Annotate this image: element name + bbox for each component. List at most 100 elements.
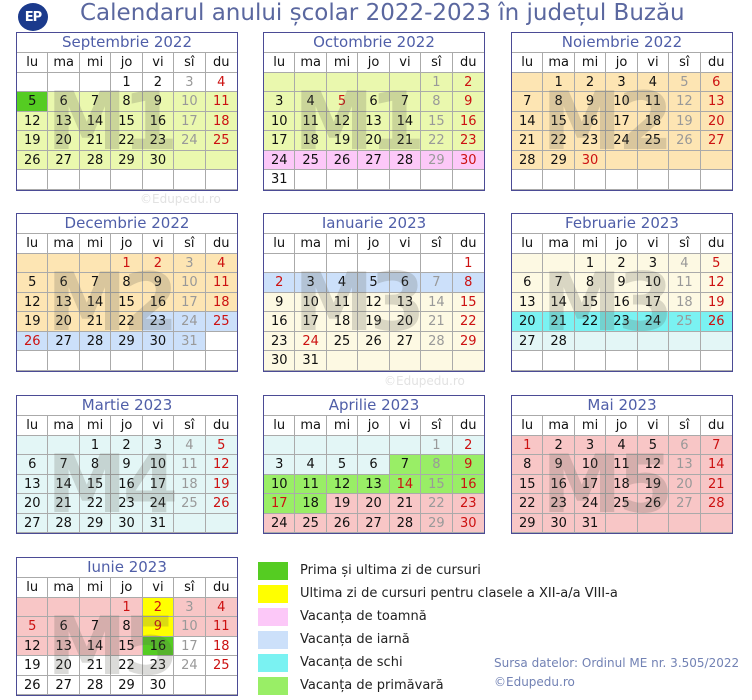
empty-cell: [389, 72, 422, 92]
day-cell: 28: [389, 150, 422, 170]
weekday-header: ma: [295, 234, 327, 254]
empty-cell: [452, 170, 484, 190]
day-cell: 28: [79, 675, 112, 695]
day-cell: 21: [48, 494, 80, 514]
day-cell: 18: [669, 292, 701, 312]
empty-cell: [700, 351, 732, 371]
weekday-header: sî: [669, 234, 701, 254]
day-cell: 10: [637, 273, 670, 293]
empty-cell: [205, 331, 237, 351]
day-cell: 24: [264, 150, 296, 170]
weekday-header: du: [700, 53, 732, 73]
day-cell: 4: [606, 435, 638, 455]
day-cell: 2: [452, 435, 484, 455]
empty-cell: [606, 351, 638, 371]
day-cell: 11: [326, 292, 359, 312]
weekday-header: ma: [48, 53, 80, 73]
month-title: Aprilie 2023: [264, 396, 484, 416]
month-grid: lu ma mi jo vi sî du 1 2 3 4 5 6 7 8 9 10 11 12 13 14 15 16 17 1…: [512, 416, 732, 533]
day-cell: 4: [637, 72, 670, 92]
day-cell: 20: [17, 494, 49, 514]
day-cell: 7: [512, 92, 544, 112]
day-cell: 31: [295, 351, 327, 371]
day-cell: 16: [543, 474, 575, 494]
month-grid: lu ma mi jo vi sî du 1 2 3 4 5 6 7 8 9 10 11 12 13 14 15 16 17 1…: [17, 578, 237, 695]
empty-cell: [79, 597, 112, 617]
weekday-header: du: [205, 53, 237, 73]
day-cell: 21: [700, 474, 732, 494]
empty-cell: [326, 170, 359, 190]
weekday-header: mi: [79, 416, 112, 436]
month-calendar: Septembrie 2022 lu ma mi jo vi sî du 1 2 3 4 5 6 7 8 9 10…: [16, 32, 238, 191]
day-cell: 1: [111, 597, 143, 617]
day-cell: 6: [669, 435, 701, 455]
day-cell: 18: [295, 131, 327, 151]
day-cell: 20: [358, 494, 390, 514]
empty-cell: [669, 170, 701, 190]
weekday-header: vi: [637, 416, 670, 436]
day-cell: 17: [174, 111, 206, 131]
day-cell: 7: [389, 92, 422, 112]
day-cell: 20: [512, 312, 544, 332]
day-cell: 16: [142, 636, 175, 656]
weekday-header: jo: [358, 53, 390, 73]
weekday-header: vi: [142, 578, 175, 598]
day-cell: 25: [606, 494, 638, 514]
empty-cell: [17, 597, 49, 617]
day-cell: 8: [421, 92, 453, 112]
empty-cell: [295, 253, 327, 273]
day-cell: 3: [174, 72, 206, 92]
day-cell: 28: [421, 331, 453, 351]
day-cell: 4: [205, 597, 237, 617]
day-cell: 10: [606, 92, 638, 112]
empty-cell: [358, 170, 390, 190]
day-cell: 12: [358, 292, 390, 312]
empty-cell: [205, 675, 237, 695]
day-cell: 5: [358, 273, 390, 293]
day-cell: 25: [295, 513, 327, 533]
day-cell: 19: [17, 131, 49, 151]
day-cell: 16: [111, 474, 143, 494]
month-title: Octombrie 2022: [264, 33, 484, 53]
month-title: Ianuarie 2023: [264, 214, 484, 234]
day-cell: 7: [48, 455, 80, 475]
weekday-header: jo: [606, 234, 638, 254]
day-cell: 22: [79, 494, 112, 514]
day-cell: 11: [295, 111, 327, 131]
weekday-header: du: [700, 234, 732, 254]
empty-cell: [48, 72, 80, 92]
day-cell: 22: [111, 312, 143, 332]
empty-cell: [17, 253, 49, 273]
day-cell: 2: [452, 72, 484, 92]
day-cell: 30: [543, 513, 575, 533]
month-calendar: Mai 2023 lu ma mi jo vi sî du 1 2 3 4 5 6 7 8 9 10 11 12 13 1…: [511, 395, 733, 534]
empty-cell: [669, 150, 701, 170]
day-cell: 3: [174, 253, 206, 273]
day-cell: 11: [637, 92, 670, 112]
day-cell: 6: [48, 273, 80, 293]
day-cell: 3: [174, 597, 206, 617]
day-cell: 12: [205, 455, 237, 475]
day-cell: 25: [295, 150, 327, 170]
empty-cell: [17, 170, 49, 190]
day-cell: 2: [606, 253, 638, 273]
day-cell: 17: [142, 474, 175, 494]
empty-cell: [512, 351, 544, 371]
day-cell: 7: [389, 455, 422, 475]
day-cell: 27: [700, 131, 732, 151]
day-cell: 13: [389, 292, 422, 312]
month-calendar: Decembrie 2022 lu ma mi jo vi sî du 1 2 3 4 5 6 7 8 9 10 1…: [16, 213, 238, 372]
month-title: Decembrie 2022: [17, 214, 237, 234]
day-cell: 4: [295, 92, 327, 112]
empty-cell: [326, 351, 359, 371]
day-cell: 29: [512, 513, 544, 533]
weekday-header: jo: [111, 416, 143, 436]
day-cell: 2: [142, 72, 175, 92]
day-cell: 28: [700, 494, 732, 514]
day-cell: 14: [700, 455, 732, 475]
weekday-header: lu: [264, 416, 296, 436]
weekday-header: sî: [669, 53, 701, 73]
day-cell: 30: [111, 513, 143, 533]
day-cell: 13: [700, 92, 732, 112]
day-cell: 21: [79, 312, 112, 332]
